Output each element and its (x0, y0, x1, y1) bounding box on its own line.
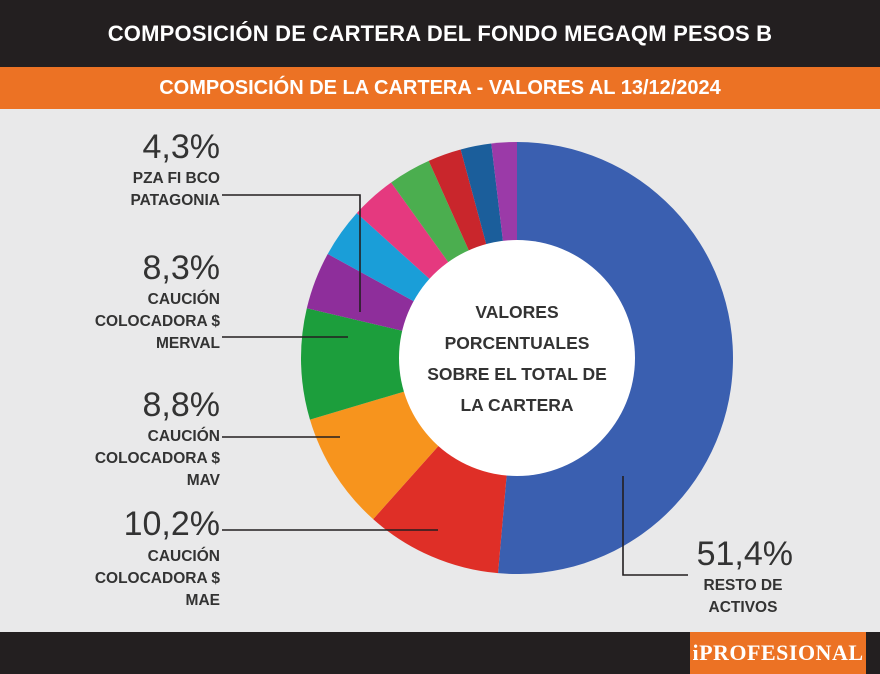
leader-lines (222, 194, 688, 576)
category-label-mae: CAUCIÓN (148, 547, 220, 565)
donut-chart: VALORES PORCENTUALES SOBRE EL TOTAL DE LA C… (95, 128, 793, 616)
category-label-mav: COLOCADORA $ (95, 450, 221, 467)
center-text: VALORES PORCENTUALES SOBRE EL TOTAL DE LA C… (427, 302, 607, 415)
center-text-line: LA CARTERA (460, 395, 573, 415)
pct-label-mav: 8,8% (143, 386, 221, 424)
category-label-mav: CAUCIÓN (148, 427, 220, 445)
pct-label-patagonia: 4,3% (143, 128, 221, 166)
category-label-patagonia: PZA FI BCO (133, 170, 220, 187)
category-label-merval: MERVAL (156, 335, 220, 352)
brand-logo: iPROFESIONAL (690, 632, 866, 674)
leader-line-resto (622, 476, 688, 576)
category-label-resto: RESTO DE (704, 577, 783, 594)
chart-subtitle: COMPOSICIÓN DE LA CARTERA - VALORES AL 1… (0, 67, 880, 109)
category-label-merval: CAUCIÓN (148, 290, 220, 308)
chart-title: COMPOSICIÓN DE CARTERA DEL FONDO MEGAQM … (0, 0, 880, 67)
category-label-mav: MAV (187, 472, 221, 489)
category-label-patagonia: PATAGONIA (130, 192, 220, 209)
leader-line-patagonia (222, 194, 361, 312)
donut-hole (399, 240, 635, 476)
center-text-line: VALORES (475, 302, 558, 322)
pct-label-merval: 8,3% (143, 249, 221, 287)
category-label-merval: COLOCADORA $ (95, 313, 221, 330)
slice-labels: 51,4% RESTO DE ACTIVOS 10,2% CAUCIÓN COLOCADO… (95, 128, 793, 616)
pct-label-mae: 10,2% (124, 505, 220, 543)
center-text-line: PORCENTUALES (445, 333, 590, 353)
category-label-mae: MAE (186, 592, 220, 609)
pct-label-resto: 51,4% (697, 535, 793, 573)
category-label-mae: COLOCADORA $ (95, 570, 221, 587)
center-text-line: SOBRE EL TOTAL DE (427, 364, 607, 384)
category-label-resto: ACTIVOS (709, 599, 778, 616)
